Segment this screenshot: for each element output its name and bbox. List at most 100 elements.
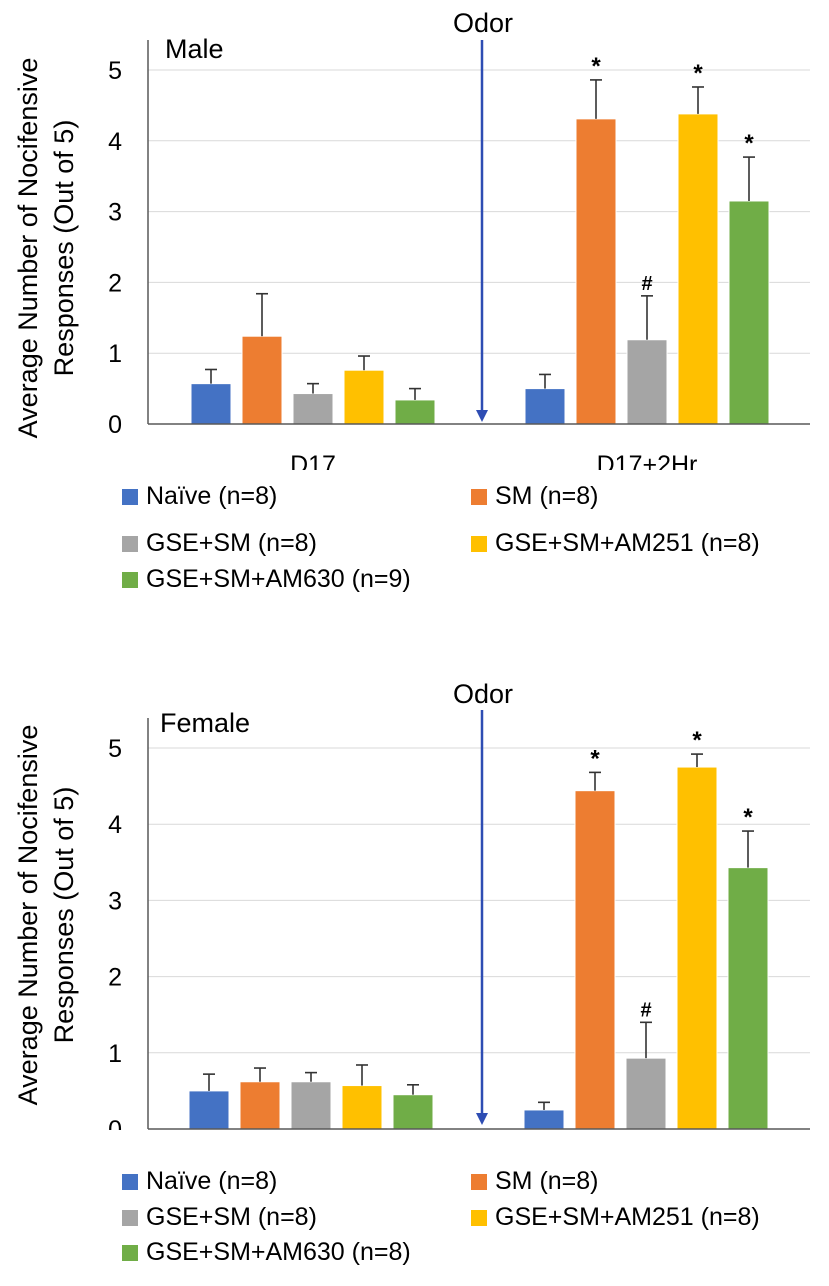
legend-swatch [122,535,138,552]
bars [190,113,770,425]
error-bar [407,1084,419,1095]
legend-item: GSE+SM+AM630 (n=9) [122,565,411,594]
y-axis-title-line1: Average Number of Nocifensive [13,725,43,1106]
legend-label: GSE+SM (n=8) [146,529,317,557]
error-bar [590,79,602,119]
y-tick-label: 1 [108,1040,122,1068]
y-axis-title-line2: Responses (Out of 5) [49,787,79,1044]
odor-label: Odor [453,679,513,709]
bar [523,1109,565,1130]
legend-label: SM (n=8) [495,482,599,510]
legend-label: Naïve (n=8) [146,482,278,510]
bar [239,1081,281,1130]
legend-item: Naïve (n=8) [122,482,277,511]
error-bar [640,1021,652,1059]
y-tick-label: 2 [108,269,122,297]
significance-mark: * [744,130,754,157]
bar [728,200,770,425]
legend-swatch [122,1209,138,1226]
error-bar [692,86,704,114]
legend-swatch [122,1244,138,1261]
bars [188,766,769,1130]
y-tick-label: 4 [108,128,122,156]
error-bar [307,382,319,394]
error-bar [203,1073,215,1091]
legend-swatch [471,488,487,505]
error-bar [641,295,653,340]
error-bar [539,373,551,389]
y-tick-label: 0 [108,1116,122,1130]
error-bar [742,830,754,868]
legend-label: Naïve (n=8) [146,1167,278,1195]
error-bars: * # * * [205,53,755,400]
legend-label: SM (n=8) [495,1167,599,1195]
y-axis-title-line1: Average Number of Nocifensive [13,58,43,439]
bar [290,1081,332,1130]
bar [190,383,232,425]
x-category-label: D17 [290,451,336,470]
male-bar-chart: * # * * 0 1 2 3 4 5 D17 D17+2Hr Average Number of … [13,8,810,470]
legend-swatch [471,1209,487,1226]
bar [625,1057,667,1130]
legend-label: GSE+SM+AM630 (n=8) [146,1238,411,1266]
y-tick-label: 5 [108,57,122,85]
error-bar [409,387,421,400]
odor-arrow [476,710,488,1125]
bar [677,113,719,425]
legend-label: GSE+SM (n=8) [146,1203,317,1231]
significance-mark: * [692,727,702,754]
legend-item: GSE+SM (n=8) [122,1203,317,1232]
bar [727,867,769,1130]
legend-swatch [122,1173,138,1190]
legend-swatch [471,1173,487,1190]
legend-item: SM (n=8) [471,1167,599,1196]
odor-arrow [476,40,488,422]
error-bar [256,292,268,337]
bar [188,1090,230,1130]
error-bar [691,753,703,768]
legend-label: GSE+SM+AM630 (n=9) [146,565,411,593]
significance-mark: * [743,804,753,831]
legend-item: Naïve (n=8) [122,1167,277,1196]
bar [343,369,385,425]
bar [524,388,566,425]
bar [341,1085,383,1130]
legend-label: GSE+SM+AM251 (n=8) [495,529,760,557]
legend-swatch [122,488,138,505]
error-bars: * # * * [203,727,754,1110]
male-chart-panel: * # * * 0 1 2 3 4 5 D17 D17+2Hr Average Number of … [0,0,829,620]
odor-label: Odor [453,8,513,38]
error-bar [358,355,370,371]
legend-item: SM (n=8) [471,482,599,511]
y-tick-label: 1 [108,340,122,368]
bar [392,1094,434,1130]
significance-mark: * [590,745,600,772]
panel-label: Female [160,708,250,738]
error-bar [205,368,217,384]
bar [676,766,718,1130]
y-tick-label: 3 [108,887,122,915]
significance-mark: * [693,60,703,87]
significance-mark: * [591,53,601,80]
y-tick-label: 3 [108,199,122,227]
error-bar [254,1067,266,1082]
legend-swatch [471,535,487,552]
error-bar [305,1071,317,1082]
legend-item: GSE+SM+AM251 (n=8) [471,529,760,558]
y-tick-label: 5 [108,735,122,763]
y-tick-label: 2 [108,964,122,992]
legend-item: GSE+SM+AM251 (n=8) [471,1203,760,1232]
x-category-label: D17+2Hr [597,451,698,470]
error-bar [743,156,755,201]
legend-item: GSE+SM+AM630 (n=8) [122,1238,411,1267]
significance-mark: # [640,999,651,1021]
error-bar [356,1064,368,1086]
error-bar [589,771,601,791]
bar [394,399,436,425]
y-tick-label: 0 [108,411,122,439]
legend-label: GSE+SM+AM251 (n=8) [495,1203,760,1231]
y-axis-title-line2: Responses (Out of 5) [49,120,79,377]
legend-swatch [122,571,138,588]
